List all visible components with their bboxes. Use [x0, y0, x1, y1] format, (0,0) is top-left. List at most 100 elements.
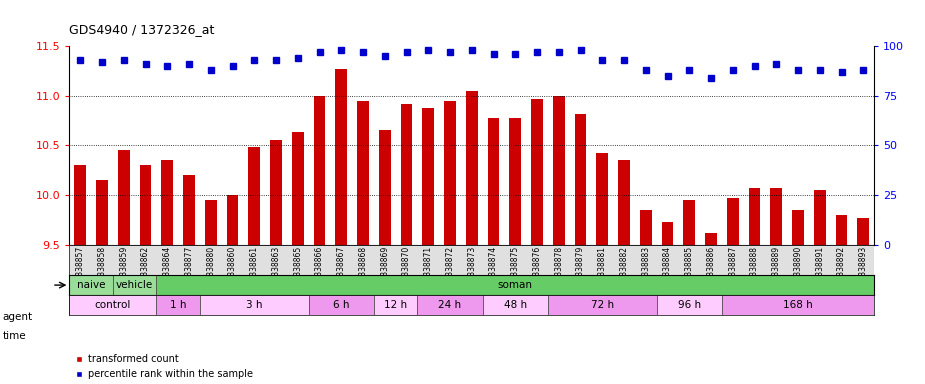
Text: 48 h: 48 h	[504, 300, 527, 310]
Bar	[771, 188, 783, 245]
Text: agent: agent	[3, 312, 33, 322]
Text: GSM338870: GSM338870	[402, 246, 411, 292]
Text: GSM338893: GSM338893	[858, 246, 868, 292]
Bar	[857, 218, 869, 245]
Text: soman: soman	[498, 280, 533, 290]
Text: GSM338890: GSM338890	[794, 246, 803, 292]
Bar	[401, 104, 413, 245]
Bar	[113, 275, 156, 295]
Bar	[483, 295, 548, 315]
Bar	[835, 215, 847, 245]
Text: 96 h: 96 h	[678, 300, 701, 310]
Bar	[510, 118, 521, 245]
Text: GSM338887: GSM338887	[728, 246, 737, 292]
Bar	[444, 101, 456, 245]
Bar	[314, 96, 326, 245]
Text: GSM338878: GSM338878	[554, 246, 563, 292]
Bar	[705, 233, 717, 245]
Bar	[378, 131, 390, 245]
Text: 12 h: 12 h	[384, 300, 407, 310]
Text: naive: naive	[77, 280, 105, 290]
Bar	[487, 118, 500, 245]
Text: 168 h: 168 h	[783, 300, 813, 310]
Bar	[156, 275, 874, 295]
Text: time: time	[3, 331, 27, 341]
Bar	[227, 195, 239, 245]
Text: GSM338859: GSM338859	[119, 246, 129, 292]
Bar	[727, 198, 739, 245]
Text: GSM338877: GSM338877	[184, 246, 193, 292]
Bar	[657, 295, 722, 315]
Bar	[661, 222, 673, 245]
Bar	[722, 295, 874, 315]
Text: 1 h: 1 h	[170, 300, 186, 310]
Bar	[248, 147, 260, 245]
Text: GSM338868: GSM338868	[359, 246, 367, 292]
Text: GSM338884: GSM338884	[663, 246, 672, 292]
Bar	[69, 275, 113, 295]
Bar	[792, 210, 804, 245]
Text: GSM338863: GSM338863	[272, 246, 280, 292]
Bar	[74, 165, 86, 245]
Text: control: control	[94, 300, 131, 310]
Text: GSM338866: GSM338866	[315, 246, 324, 292]
Text: GSM338879: GSM338879	[576, 246, 585, 292]
Text: GSM338891: GSM338891	[815, 246, 824, 292]
Bar	[548, 295, 657, 315]
Text: GSM338882: GSM338882	[620, 246, 628, 292]
Text: 6 h: 6 h	[333, 300, 350, 310]
Text: GSM338862: GSM338862	[141, 246, 150, 292]
Text: GSM338888: GSM338888	[750, 246, 759, 292]
Text: GSM338892: GSM338892	[837, 246, 846, 292]
Bar	[204, 200, 216, 245]
Text: GSM338858: GSM338858	[97, 246, 106, 292]
Bar	[553, 96, 565, 245]
Text: 72 h: 72 h	[591, 300, 614, 310]
Bar	[357, 101, 369, 245]
Bar	[640, 210, 652, 245]
Text: GSM338889: GSM338889	[771, 246, 781, 292]
Bar	[291, 132, 303, 245]
Bar	[417, 295, 483, 315]
Bar	[183, 175, 195, 245]
Bar	[374, 295, 417, 315]
Bar	[748, 188, 760, 245]
Text: GSM338876: GSM338876	[533, 246, 541, 292]
Text: GSM338869: GSM338869	[380, 246, 389, 292]
Text: 3 h: 3 h	[246, 300, 263, 310]
Bar	[531, 99, 543, 245]
Bar	[156, 295, 200, 315]
Bar	[684, 200, 696, 245]
Bar	[140, 165, 152, 245]
Text: GSM338886: GSM338886	[707, 246, 716, 292]
Bar	[200, 295, 309, 315]
Bar	[96, 180, 108, 245]
Bar	[574, 114, 586, 245]
Text: GSM338874: GSM338874	[489, 246, 498, 292]
Bar	[466, 91, 477, 245]
Text: vehicle: vehicle	[116, 280, 154, 290]
Bar	[618, 160, 630, 245]
Text: GSM338867: GSM338867	[337, 246, 346, 292]
Text: GSM338875: GSM338875	[511, 246, 520, 292]
Bar	[335, 69, 347, 245]
Legend: transformed count, percentile rank within the sample: transformed count, percentile rank withi…	[74, 354, 253, 379]
Text: GSM338885: GSM338885	[684, 246, 694, 292]
Bar	[814, 190, 826, 245]
Text: GSM338873: GSM338873	[467, 246, 476, 292]
Text: GSM338865: GSM338865	[293, 246, 302, 292]
Text: GSM338871: GSM338871	[424, 246, 433, 292]
Text: GSM338880: GSM338880	[206, 246, 216, 292]
Text: GSM338881: GSM338881	[598, 246, 607, 292]
Bar	[69, 295, 156, 315]
Bar	[423, 108, 434, 245]
Text: GSM338883: GSM338883	[641, 246, 650, 292]
Bar	[161, 160, 173, 245]
Text: GSM338860: GSM338860	[228, 246, 237, 292]
Text: GSM338872: GSM338872	[446, 246, 454, 292]
Text: GSM338861: GSM338861	[250, 246, 259, 292]
Bar	[117, 150, 130, 245]
Bar	[309, 295, 374, 315]
Text: 24 h: 24 h	[438, 300, 462, 310]
Bar	[270, 141, 282, 245]
